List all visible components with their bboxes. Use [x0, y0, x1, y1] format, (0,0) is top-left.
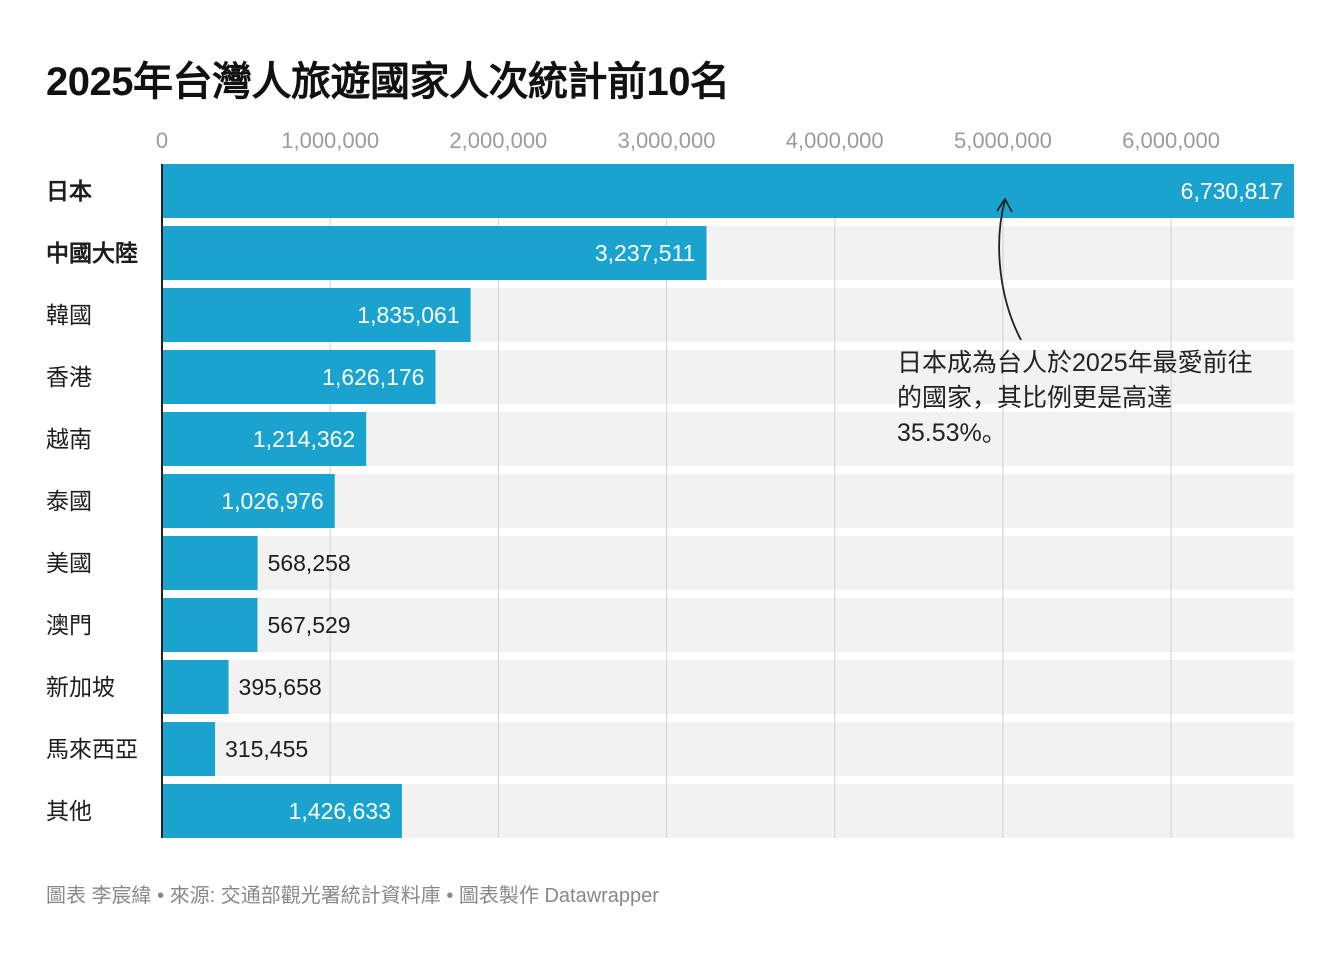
bar-泰國: [162, 474, 335, 528]
bar-越南: [162, 412, 367, 466]
bar-track: [162, 536, 1294, 590]
value-label: 1,026,976: [221, 488, 323, 514]
x-tick-label: 0: [156, 128, 168, 153]
x-tick-label: 4,000,000: [786, 128, 884, 153]
bar-track: [162, 660, 1294, 714]
bar-其他: [162, 784, 402, 838]
bars: [162, 164, 1294, 838]
value-label: 395,658: [239, 674, 322, 700]
chart-title: 2025年台灣人旅遊國家人次統計前10名: [46, 60, 730, 104]
value-label: 1,426,633: [289, 798, 391, 824]
category-label: 新加坡: [46, 674, 115, 700]
x-tick-label: 6,000,000: [1122, 128, 1220, 153]
bar-中國大陸: [162, 226, 707, 280]
bar-track: [162, 722, 1294, 776]
bar-韓國: [162, 288, 471, 342]
x-tick-label: 3,000,000: [618, 128, 716, 153]
bar-track: [162, 598, 1294, 652]
value-label: 6,730,817: [1181, 178, 1283, 204]
value-label: 567,529: [267, 612, 350, 638]
bar-美國: [162, 536, 258, 590]
value-labels: 6,730,817 3,237,511 1,835,061 1,626,176 1,21…: [221, 178, 1283, 824]
category-label: 日本: [46, 178, 92, 204]
value-label: 1,214,362: [253, 426, 355, 452]
x-tick-label: 1,000,000: [281, 128, 379, 153]
value-label: 568,258: [268, 550, 351, 576]
bar-新加坡: [162, 660, 229, 714]
category-label: 中國大陸: [46, 240, 138, 266]
category-label: 越南: [46, 426, 92, 452]
category-label: 香港: [46, 364, 92, 390]
bar-日本: [162, 164, 1294, 218]
bar-track: [162, 474, 1294, 528]
x-axis-ticks: 0 1,000,000 2,000,000 3,000,000 4,000,000 5,0…: [156, 128, 1220, 153]
x-tick-label: 2,000,000: [449, 128, 547, 153]
category-label: 馬來西亞: [46, 736, 138, 762]
annotation-arrow: [998, 199, 1022, 341]
chart-footer: 圖表 李宸緯 • 來源: 交通部觀光署統計資料庫 • 圖表製作 Datawrap…: [46, 885, 659, 907]
category-label: 韓國: [46, 302, 92, 328]
bar-香港: [162, 350, 436, 404]
bar-澳門: [162, 598, 258, 652]
x-tick-label: 5,000,000: [954, 128, 1052, 153]
category-label: 美國: [46, 550, 92, 576]
category-label: 澳門: [46, 612, 92, 638]
value-label: 1,835,061: [357, 302, 459, 328]
bar-馬來西亞: [162, 722, 216, 776]
annotation-text: 日本成為台人於2025年最愛前往的國家，其比例更是高達 35.53%。: [897, 349, 1253, 447]
category-label: 泰國: [46, 488, 92, 514]
annotation-arrowhead: [996, 198, 1013, 213]
value-label: 3,237,511: [595, 240, 696, 266]
value-label: 1,626,176: [322, 364, 424, 390]
category-label: 其他: [46, 798, 92, 824]
value-label: 315,455: [225, 736, 308, 762]
